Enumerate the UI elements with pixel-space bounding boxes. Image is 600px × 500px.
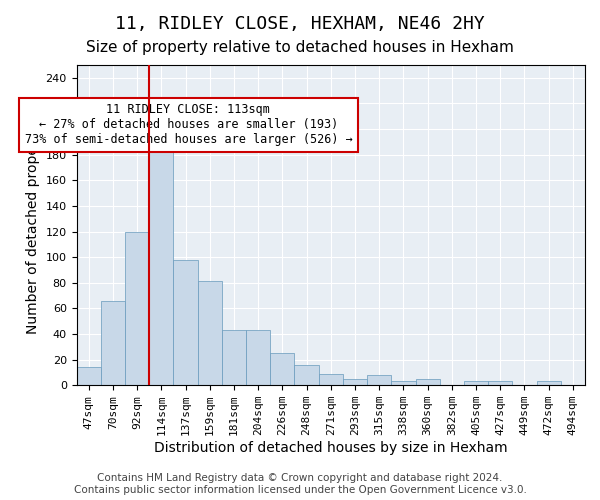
Bar <box>125 232 149 385</box>
Bar <box>270 353 295 385</box>
Bar <box>101 300 125 385</box>
Bar <box>391 382 416 385</box>
Text: Contains HM Land Registry data © Crown copyright and database right 2024.
Contai: Contains HM Land Registry data © Crown c… <box>74 474 526 495</box>
Bar <box>197 282 222 385</box>
Bar <box>464 382 488 385</box>
Text: 11, RIDLEY CLOSE, HEXHAM, NE46 2HY: 11, RIDLEY CLOSE, HEXHAM, NE46 2HY <box>115 15 485 33</box>
Bar <box>173 260 197 385</box>
Bar <box>222 330 246 385</box>
Bar <box>367 375 391 385</box>
Y-axis label: Number of detached properties: Number of detached properties <box>26 116 40 334</box>
X-axis label: Distribution of detached houses by size in Hexham: Distribution of detached houses by size … <box>154 441 508 455</box>
Bar <box>77 368 101 385</box>
Bar <box>416 379 440 385</box>
Bar <box>149 138 173 385</box>
Text: 11 RIDLEY CLOSE: 113sqm
← 27% of detached houses are smaller (193)
73% of semi-d: 11 RIDLEY CLOSE: 113sqm ← 27% of detache… <box>25 104 352 146</box>
Bar <box>246 330 270 385</box>
Text: Size of property relative to detached houses in Hexham: Size of property relative to detached ho… <box>86 40 514 55</box>
Bar <box>488 382 512 385</box>
Bar <box>536 382 561 385</box>
Bar <box>319 374 343 385</box>
Bar <box>343 379 367 385</box>
Bar <box>295 364 319 385</box>
